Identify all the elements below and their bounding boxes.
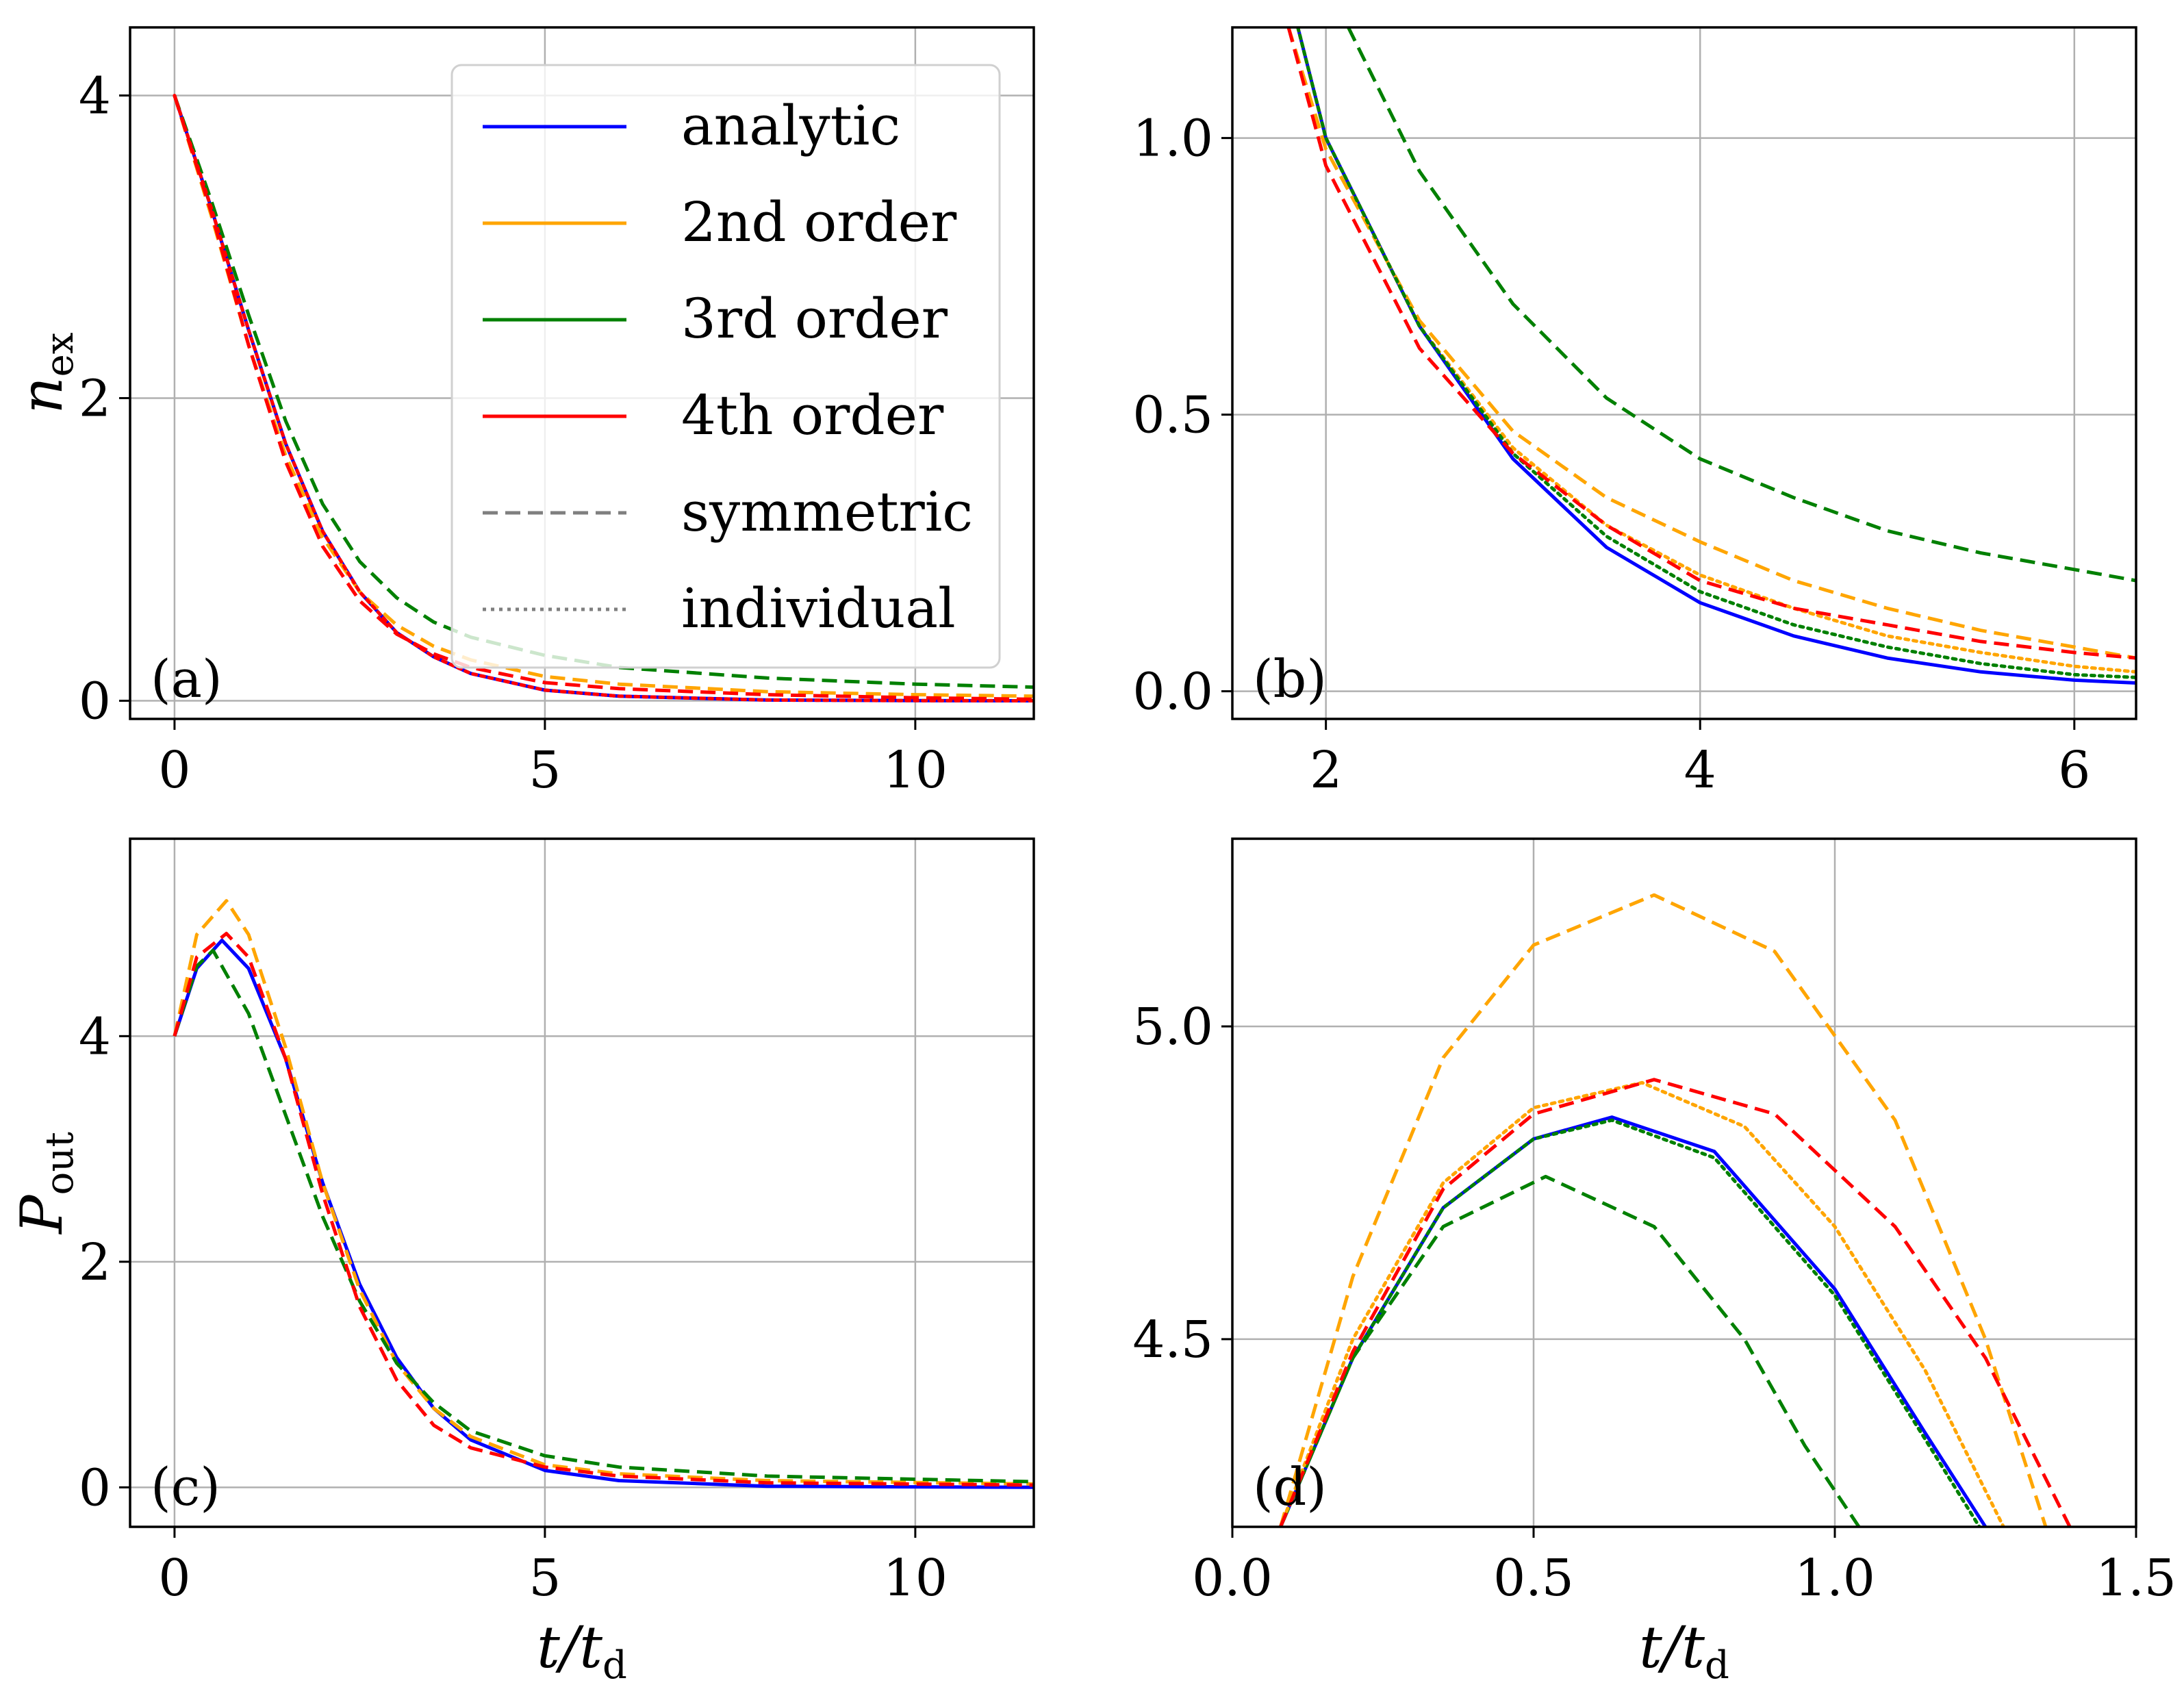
panel-d: 0.0 0.5 1.0 1.5 4.5 5.0 (d) t/td [1132, 837, 2176, 1688]
y-tick-label: 4 [79, 66, 111, 125]
legend-entry-label: 3rd order [681, 287, 948, 351]
y-tick-label: 4 [79, 1007, 111, 1066]
x-axis-label-sub: d [1705, 1643, 1729, 1688]
legend-entry-label: 2nd order [681, 190, 957, 254]
x-axis-label: t/td [537, 1614, 627, 1688]
series-line [1279, 1115, 1988, 1527]
legend-entry-label: symmetric [681, 480, 973, 544]
series-line [1278, 1118, 1981, 1527]
y-axis-label-sub: ex [38, 333, 82, 377]
x-tick-label: 4 [1684, 741, 1716, 800]
x-tick-label: 0.0 [1192, 1549, 1273, 1608]
series-line [173, 948, 1034, 1484]
y-tick-label: 0.5 [1132, 386, 1213, 445]
x-tick-label: 0 [158, 741, 190, 800]
y-tick-label: 4.5 [1132, 1310, 1213, 1369]
legend: analytic 2nd order 3rd order 4th order symme… [450, 64, 1001, 669]
series-line [1296, 27, 2136, 674]
series-line [173, 94, 1034, 702]
series-line [173, 94, 1034, 689]
panel-label: (b) [1253, 648, 1327, 709]
y-axis-label: nex [8, 333, 82, 414]
y-axis-label: Pout [8, 1132, 82, 1235]
x-tick-label: 1.0 [1794, 1549, 1875, 1608]
panel-a: 0 5 10 0 2 4 (a) nex analytic 2nd order 3rd order 4… [8, 26, 1035, 800]
series-line [1347, 27, 2136, 583]
legend-entry-label: 4th order [681, 383, 944, 447]
y-tick-label: 0 [79, 672, 111, 731]
series-group [173, 94, 1034, 702]
x-tick-label: 6 [2058, 741, 2090, 800]
y-tick-label: 2 [79, 1233, 111, 1292]
x-tick-label: 0.5 [1493, 1549, 1574, 1608]
x-tick-label: 0 [158, 1549, 190, 1608]
y-axis-label-main: P [8, 1194, 75, 1235]
series-line [1296, 27, 2136, 679]
series-group [1286, 27, 2136, 685]
x-tick-label: 5 [529, 1549, 561, 1608]
legend-entry-label: individual [681, 576, 956, 640]
axes-frame [1231, 837, 2137, 1528]
series-group [173, 899, 1034, 1489]
x-axis-label: t/td [1639, 1614, 1729, 1688]
y-axis-label-main: n [8, 377, 75, 414]
y-tick-label: 5.0 [1132, 998, 1213, 1056]
x-tick-label: 1.5 [2096, 1549, 2176, 1608]
y-tick-label: 1.0 [1132, 110, 1213, 168]
x-axis-label-main: t/t [1639, 1614, 1705, 1681]
series-line [173, 931, 1034, 1487]
axes-frame [129, 837, 1035, 1528]
legend-box [450, 64, 1001, 669]
panel-label: (a) [151, 648, 223, 709]
series-line [1286, 27, 2136, 660]
legend-entry-label: analytic [681, 94, 900, 157]
axes-frame [1231, 26, 2137, 720]
y-tick-label: 0 [79, 1458, 111, 1517]
y-tick-label: 0.0 [1132, 663, 1213, 722]
panel-b: 2 4 6 0.0 0.5 1.0 (b) [1132, 26, 2137, 800]
panel-label: (c) [151, 1456, 220, 1517]
panel-c: 0 5 10 0 2 4 (c) Pout t/td [8, 837, 1035, 1688]
series-line [1279, 1174, 1861, 1527]
y-axis-label-sub: out [38, 1132, 82, 1195]
x-axis-label-main: t/t [537, 1614, 602, 1681]
x-tick-label: 10 [883, 1549, 948, 1608]
series-line [1278, 893, 2048, 1527]
x-tick-label: 10 [883, 741, 948, 800]
axes-frame [129, 26, 1035, 720]
x-tick-label: 5 [529, 741, 561, 800]
series-line [1278, 1080, 2005, 1527]
x-tick-label: 2 [1310, 741, 1342, 800]
panel-label: (d) [1253, 1456, 1327, 1517]
series-line [173, 938, 1034, 1489]
series-line [1279, 1078, 2072, 1527]
series-line [173, 899, 1034, 1486]
y-tick-label: 2 [79, 369, 111, 428]
series-group [1278, 893, 2072, 1527]
x-axis-label-sub: d [602, 1643, 627, 1688]
